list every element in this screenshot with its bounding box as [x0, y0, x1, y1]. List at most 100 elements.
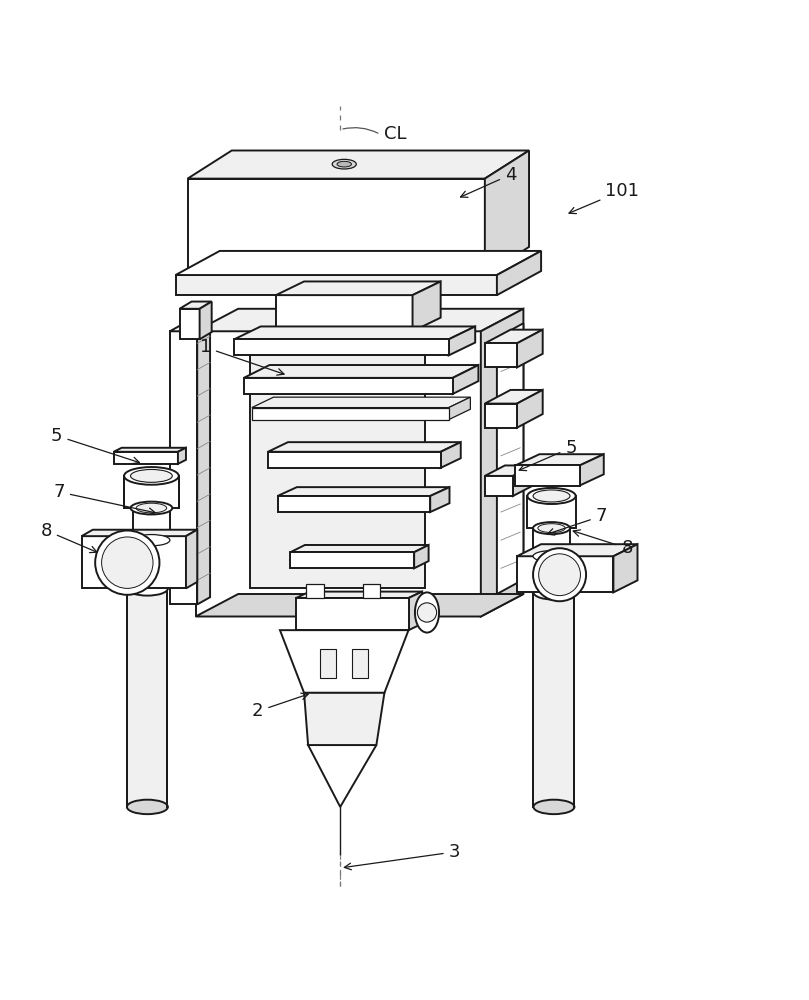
- Polygon shape: [515, 454, 604, 465]
- Text: 2: 2: [252, 693, 308, 720]
- Circle shape: [539, 554, 580, 596]
- Polygon shape: [113, 452, 178, 464]
- Polygon shape: [196, 594, 523, 616]
- Polygon shape: [276, 281, 441, 295]
- Polygon shape: [441, 442, 461, 468]
- Polygon shape: [82, 536, 186, 588]
- Text: 8: 8: [574, 530, 633, 557]
- Polygon shape: [113, 448, 186, 452]
- Polygon shape: [497, 251, 541, 295]
- Ellipse shape: [130, 502, 172, 514]
- Ellipse shape: [533, 800, 574, 814]
- Ellipse shape: [415, 592, 439, 633]
- Polygon shape: [252, 397, 470, 408]
- Polygon shape: [268, 452, 441, 468]
- Ellipse shape: [527, 488, 576, 504]
- Circle shape: [417, 603, 437, 622]
- Text: 8: 8: [40, 522, 97, 553]
- Polygon shape: [517, 390, 543, 428]
- Polygon shape: [188, 151, 529, 179]
- Polygon shape: [485, 151, 529, 275]
- Circle shape: [533, 548, 586, 601]
- Polygon shape: [290, 545, 429, 552]
- Polygon shape: [170, 324, 210, 331]
- Ellipse shape: [133, 535, 170, 546]
- Polygon shape: [613, 544, 637, 592]
- Text: 1: 1: [200, 338, 284, 375]
- Ellipse shape: [533, 551, 570, 562]
- Polygon shape: [82, 530, 197, 536]
- Ellipse shape: [127, 800, 168, 814]
- Text: 7: 7: [53, 483, 155, 515]
- Polygon shape: [180, 309, 200, 339]
- Polygon shape: [133, 508, 170, 540]
- Polygon shape: [449, 326, 475, 355]
- Polygon shape: [352, 649, 368, 678]
- Ellipse shape: [533, 490, 570, 502]
- Polygon shape: [517, 556, 613, 592]
- Polygon shape: [481, 309, 523, 616]
- Polygon shape: [178, 448, 186, 464]
- Polygon shape: [414, 545, 429, 568]
- Polygon shape: [304, 693, 384, 745]
- Polygon shape: [517, 330, 543, 367]
- Circle shape: [102, 537, 153, 588]
- Polygon shape: [197, 324, 210, 604]
- Polygon shape: [186, 530, 197, 588]
- Ellipse shape: [124, 467, 179, 485]
- Polygon shape: [277, 487, 450, 496]
- Ellipse shape: [127, 581, 168, 596]
- Ellipse shape: [533, 522, 570, 534]
- Polygon shape: [252, 408, 449, 420]
- Polygon shape: [244, 365, 478, 378]
- Polygon shape: [234, 326, 475, 339]
- Polygon shape: [485, 465, 533, 476]
- Polygon shape: [533, 592, 574, 807]
- Ellipse shape: [337, 161, 351, 167]
- Polygon shape: [485, 330, 543, 343]
- Polygon shape: [515, 465, 580, 486]
- Polygon shape: [250, 355, 425, 588]
- Text: 4: 4: [460, 166, 516, 197]
- Polygon shape: [196, 309, 523, 331]
- Polygon shape: [124, 476, 179, 508]
- Polygon shape: [244, 378, 453, 394]
- Text: 5: 5: [519, 439, 577, 471]
- Polygon shape: [580, 454, 604, 486]
- Polygon shape: [485, 343, 517, 367]
- Polygon shape: [268, 442, 461, 452]
- Text: 7: 7: [548, 507, 608, 535]
- Text: CL: CL: [384, 125, 407, 143]
- Polygon shape: [527, 496, 576, 528]
- Polygon shape: [497, 323, 523, 594]
- Polygon shape: [188, 179, 485, 275]
- Polygon shape: [533, 528, 570, 556]
- Polygon shape: [280, 630, 409, 693]
- Polygon shape: [513, 465, 533, 496]
- Polygon shape: [517, 544, 637, 556]
- Polygon shape: [200, 302, 212, 339]
- Polygon shape: [296, 598, 409, 630]
- Polygon shape: [449, 397, 470, 420]
- Polygon shape: [170, 331, 197, 604]
- Polygon shape: [277, 496, 430, 512]
- Ellipse shape: [533, 585, 574, 600]
- Polygon shape: [234, 339, 449, 355]
- Polygon shape: [296, 592, 422, 598]
- Circle shape: [95, 531, 159, 595]
- Polygon shape: [196, 331, 481, 616]
- Text: 101: 101: [569, 182, 639, 214]
- Polygon shape: [320, 649, 337, 678]
- Polygon shape: [409, 592, 422, 630]
- Polygon shape: [276, 295, 413, 331]
- Ellipse shape: [136, 503, 167, 513]
- Text: 5: 5: [51, 427, 139, 464]
- Polygon shape: [180, 302, 212, 309]
- Polygon shape: [126, 588, 167, 807]
- Polygon shape: [453, 365, 478, 394]
- Polygon shape: [485, 476, 513, 496]
- Polygon shape: [485, 390, 543, 404]
- Polygon shape: [307, 584, 324, 598]
- Text: 3: 3: [345, 843, 460, 870]
- Polygon shape: [290, 552, 414, 568]
